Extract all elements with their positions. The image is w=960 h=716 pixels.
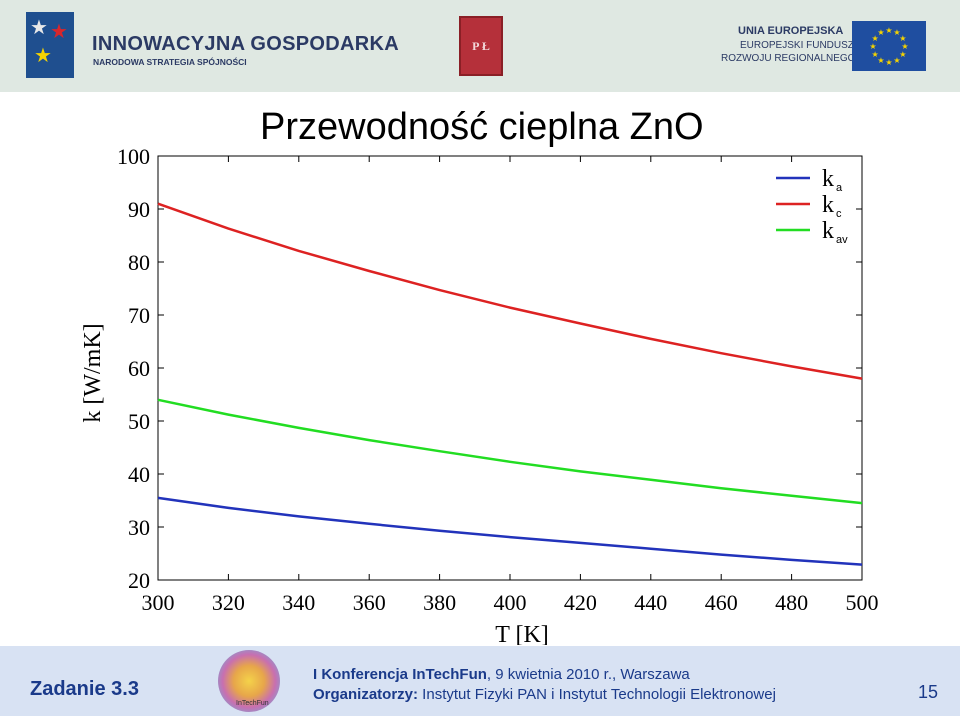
eu-star-icon: ★ — [901, 42, 908, 51]
eu-star-icon: ★ — [899, 50, 906, 59]
x-tick-label: 300 — [142, 590, 175, 615]
x-tick-label: 480 — [775, 590, 808, 615]
x-tick-label: 340 — [282, 590, 315, 615]
x-tick-label: 380 — [423, 590, 456, 615]
y-axis-label: k [W/mK] — [80, 323, 106, 422]
eu-star-icon: ★ — [885, 58, 892, 67]
intechfun-logo-text: InTechFun — [236, 700, 269, 707]
y-axis-ticks: 20 30 40 50 60 70 80 90 100 — [117, 144, 862, 593]
eu-line1: UNIA EUROPEJSKA — [738, 25, 844, 37]
y-tick-label: 50 — [128, 409, 150, 434]
x-tick-label: 320 — [212, 590, 245, 615]
x-axis-ticks: 300 320 340 360 380 400 420 440 460 480 500 — [142, 156, 879, 615]
intechfun-logo — [218, 650, 280, 712]
series-line-k-a — [157, 496, 863, 566]
legend-label: k — [822, 218, 834, 244]
politechnika-logo: P Ł — [459, 16, 503, 76]
footer-bar: Zadanie 3.3 InTechFun I Konferencja InTe… — [0, 646, 960, 716]
y-tick-label: 20 — [128, 568, 150, 593]
y-tick-label: 30 — [128, 515, 150, 540]
conference-line: I Konferencja InTechFun, 9 kwietnia 2010… — [313, 666, 690, 683]
star-icon: ★ — [50, 21, 68, 43]
series-line-k-av — [157, 398, 863, 505]
star-icon: ★ — [34, 45, 52, 67]
eu-star-icon: ★ — [885, 26, 892, 35]
organizers-names: Instytut Fizyki PAN i Instytut Technolog… — [418, 686, 776, 703]
y-tick-label: 40 — [128, 462, 150, 487]
x-tick-label: 400 — [494, 590, 527, 615]
legend-label: k — [822, 166, 834, 192]
ig-subtitle: NARODOWA STRATEGIA SPÓJNOŚCI — [93, 57, 247, 67]
legend: k ak ck av — [776, 166, 848, 246]
innowacyjna-gospodarka-logo: ★ ★ ★ — [26, 12, 74, 78]
eu-star-icon: ★ — [893, 28, 900, 37]
plot-frame — [157, 155, 863, 581]
legend-label: k — [822, 192, 834, 218]
y-tick-label: 100 — [117, 144, 150, 169]
slide-title: Przewodność cieplna ZnO — [260, 106, 704, 148]
eu-star-icon: ★ — [893, 56, 900, 65]
x-tick-label: 360 — [353, 590, 386, 615]
eu-line3: ROZWOJU REGIONALNEGO — [721, 53, 856, 64]
eu-flag-icon: ★ ★ ★ ★ ★ ★ ★ ★ ★ ★ ★ ★ — [852, 21, 926, 71]
y-tick-label: 80 — [128, 250, 150, 275]
organizers-label: Organizatorzy: — [313, 686, 419, 703]
x-tick-label: 460 — [705, 590, 738, 615]
x-tick-label: 440 — [634, 590, 667, 615]
conference-name: I Konferencja InTechFun — [313, 666, 487, 683]
eu-star-icon: ★ — [872, 50, 879, 59]
conference-date: , 9 kwietnia 2010 r., Warszawa — [486, 666, 690, 683]
x-tick-label: 420 — [564, 590, 597, 615]
series-lines — [157, 202, 863, 566]
plot-border — [157, 155, 863, 581]
x-axis-label: T [K] — [495, 622, 549, 645]
organizers-line: Organizatorzy: Instytut Fizyki PAN i Ins… — [313, 686, 776, 703]
eu-star-icon: ★ — [877, 28, 884, 37]
eu-star-icon: ★ — [869, 42, 876, 51]
series-line-k-c — [157, 202, 863, 380]
y-tick-label: 90 — [128, 197, 150, 222]
header-banner: ★ ★ ★ INNOWACYJNA GOSPODARKA NARODOWA ST… — [0, 0, 960, 92]
legend-subscript: a — [836, 182, 843, 194]
eu-line2: EUROPEJSKI FUNDUSZ — [740, 40, 854, 51]
eu-star-icon: ★ — [872, 34, 879, 43]
legend-subscript: av — [836, 234, 848, 246]
eu-stars: ★★★★★★★★★ ★ ★★ — [869, 26, 908, 67]
star-icon: ★ — [30, 17, 48, 39]
thermal-conductivity-chart: 20 30 40 50 60 70 80 90 100 300 320 340 360 380 400 42… — [80, 144, 879, 645]
x-tick-label: 500 — [846, 590, 879, 615]
page-number: 15 — [918, 682, 939, 702]
eu-star-icon: ★ — [877, 56, 884, 65]
eu-star-icon: ★ — [899, 34, 906, 43]
y-tick-label: 60 — [128, 356, 150, 381]
y-tick-label: 70 — [128, 303, 150, 328]
ig-title: INNOWACYJNA GOSPODARKA — [92, 33, 399, 55]
legend-subscript: c — [836, 208, 842, 220]
task-label: Zadanie 3.3 — [30, 678, 139, 700]
pl-logo-text: P Ł — [472, 38, 490, 53]
